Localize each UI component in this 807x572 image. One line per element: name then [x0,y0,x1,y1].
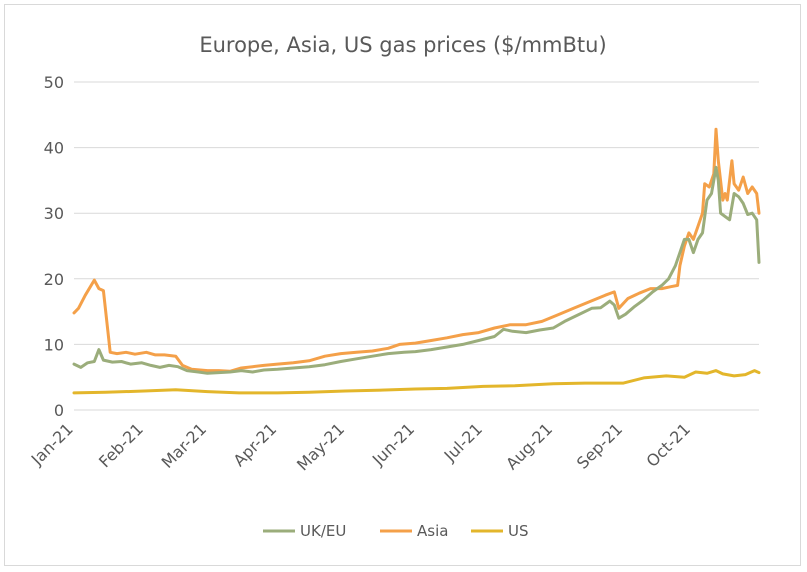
x-tick-label: May-21 [293,419,348,474]
y-tick-label: 30 [44,204,64,223]
x-tick-label: Aug-21 [502,419,556,473]
series-line-us [72,369,761,395]
y-tick-label: 20 [44,270,64,289]
chart-frame [4,4,801,566]
y-tick-label: 40 [44,139,64,158]
y-tick-label: 10 [44,335,64,354]
x-tick-label: Jul-21 [440,419,486,465]
x-tick-label: Oct-21 [643,419,694,470]
x-tick-label: Sep-21 [573,419,626,472]
y-axis-ticks: 0 10 20 30 40 50 [44,73,64,420]
x-tick-label: Jan-21 [27,419,77,469]
series-line-uk-eu [72,165,761,375]
series-lines [72,127,761,395]
x-tick-label: Jun-21 [368,419,418,469]
x-tick-label: Apr-21 [230,419,281,470]
series-line-asia [72,127,761,373]
legend-label: UK/EU [300,522,346,540]
y-tick-label: 50 [44,73,64,92]
y-tick-label: 0 [54,401,64,420]
legend-label: Asia [417,522,448,540]
x-tick-label: Mar-21 [158,419,211,472]
chart-title: Europe, Asia, US gas prices ($/mmBtu) [199,33,606,57]
legend-label: US [508,522,529,540]
legend: UK/EU Asia US [263,522,529,540]
x-tick-label: Feb-21 [95,419,147,471]
gridlines [74,81,759,411]
x-axis-ticks: Jan-21 Feb-21 Mar-21 Apr-21 May-21 Jun-21 Jul-… [27,419,694,474]
